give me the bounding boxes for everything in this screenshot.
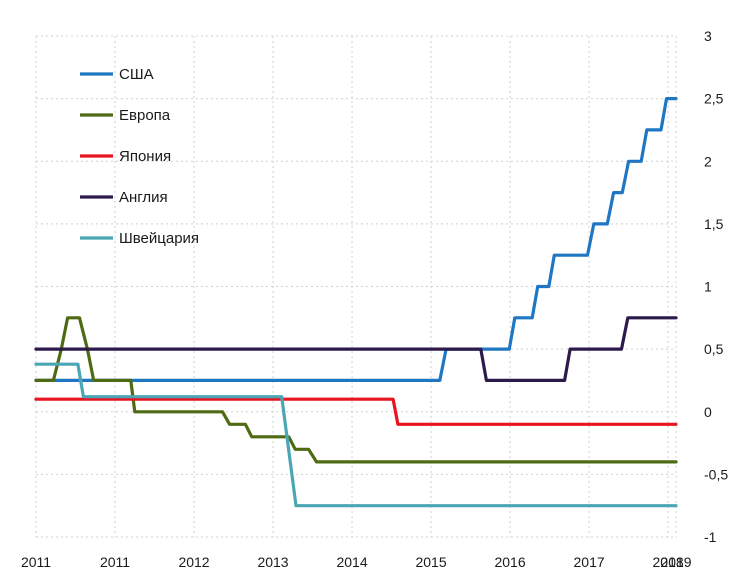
x-tick-label: 2011 xyxy=(21,554,51,570)
x-tick-label: 2011 xyxy=(100,554,130,570)
legend-label: Япония xyxy=(119,148,171,165)
y-tick-label: 0,5 xyxy=(704,341,724,357)
y-tick-label: -1 xyxy=(704,529,717,545)
legend-label: Швейцария xyxy=(119,230,199,247)
y-tick-label: 0 xyxy=(704,404,712,420)
series-line-5 xyxy=(34,362,678,508)
y-tick-label: 3 xyxy=(704,28,712,44)
x-tick-label: 2013 xyxy=(257,554,288,570)
y-tick-label: -0,5 xyxy=(704,466,728,482)
y-tick-label: 2,5 xyxy=(704,91,724,107)
x-tick-label: 2014 xyxy=(336,554,367,570)
y-tick-label: 2 xyxy=(704,153,712,169)
series-line-1 xyxy=(34,96,678,382)
legend-label: Англия xyxy=(119,189,168,206)
x-tick-label: 2018 xyxy=(653,554,684,570)
x-tick-label: 2017 xyxy=(574,554,605,570)
y-tick-label: 1 xyxy=(704,279,712,295)
x-tick-label: 2019 xyxy=(660,554,691,570)
legend-label: Европа xyxy=(119,107,171,124)
series-line-3 xyxy=(34,397,678,426)
x-tick-label: 2012 xyxy=(178,554,209,570)
legend-label: США xyxy=(119,66,154,83)
x-tick-label: 2016 xyxy=(494,554,525,570)
x-tick-label: 2015 xyxy=(415,554,446,570)
series-line-4 xyxy=(34,316,678,382)
series-line-2 xyxy=(34,316,678,464)
y-tick-label: 1,5 xyxy=(704,216,724,232)
